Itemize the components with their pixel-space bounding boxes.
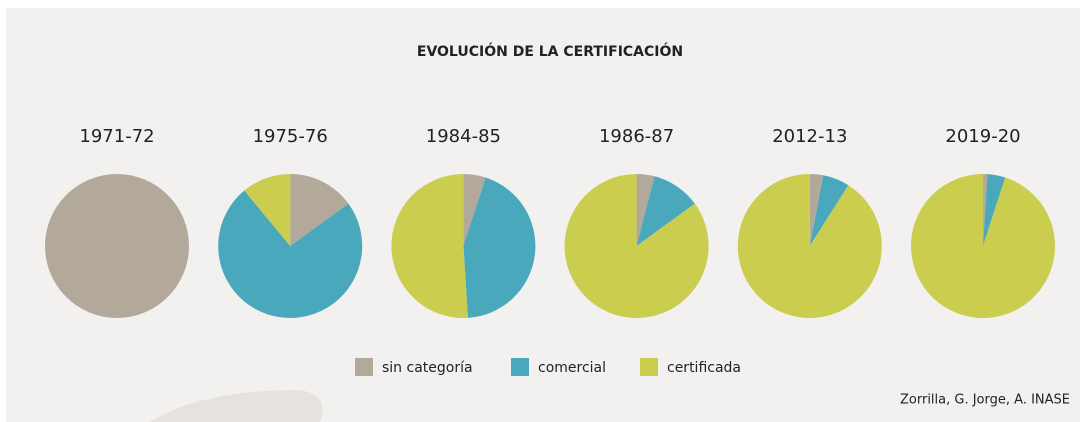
panel	[6, 8, 1080, 422]
legend-swatch	[355, 358, 373, 376]
pie-title: 1984-85	[426, 126, 501, 147]
legend-label: sin categoría	[382, 360, 473, 376]
chart-title: EVOLUCIÓN DE LA CERTIFICACIÓN	[417, 42, 683, 60]
pie-slice	[463, 174, 486, 246]
pie-slice	[391, 174, 468, 318]
pie-slice	[244, 174, 291, 246]
pie-slice	[636, 174, 655, 246]
source: Zorrilla, G. Jorge, A. INASE	[900, 393, 1070, 408]
pie-slice	[45, 174, 189, 318]
pie-slice	[636, 176, 695, 246]
pie-slice	[290, 174, 349, 246]
pie-slice	[911, 174, 1055, 318]
legend-swatch	[640, 358, 658, 376]
pie-slice	[809, 175, 849, 246]
pie-title: 2019-20	[945, 126, 1020, 147]
pie-slice	[809, 174, 824, 246]
pie-title: 1975-76	[253, 126, 328, 147]
pie-slice	[983, 174, 988, 246]
legend-label: certificada	[667, 360, 741, 376]
decoration	[150, 390, 323, 422]
pie-title: 2012-13	[772, 126, 847, 147]
pie-slice	[737, 174, 882, 319]
pie-slice	[218, 190, 363, 318]
pie-title: 1986-87	[599, 126, 674, 147]
pie-slice	[463, 177, 536, 318]
legend-swatch	[511, 358, 529, 376]
legend-label: comercial	[538, 360, 606, 376]
pie-slice	[983, 174, 1006, 246]
pie-title: 1971-72	[79, 126, 154, 147]
pie-slice	[564, 174, 709, 318]
